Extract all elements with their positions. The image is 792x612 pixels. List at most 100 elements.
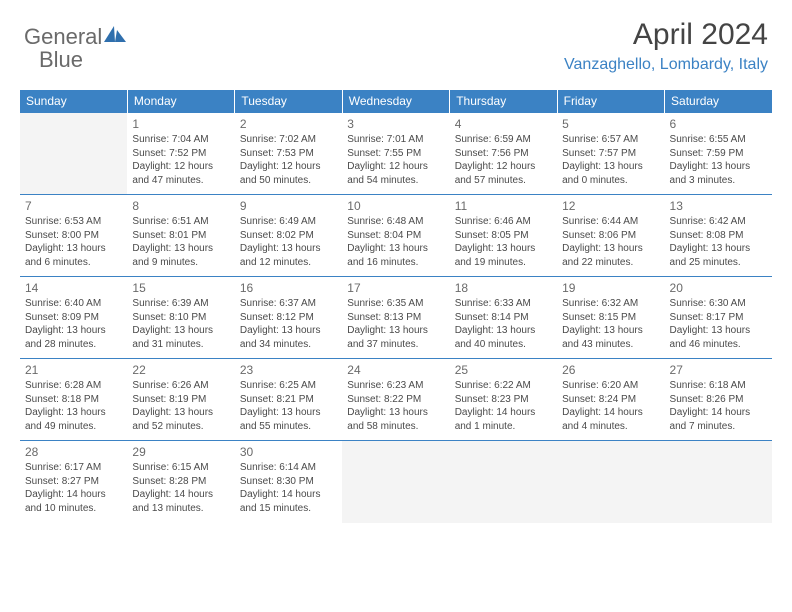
sunset-text: Sunset: 8:30 PM: [240, 475, 337, 489]
day-number: 6: [670, 116, 767, 132]
daylight1-text: Daylight: 13 hours: [455, 242, 552, 256]
day-number: 9: [240, 198, 337, 214]
daylight1-text: Daylight: 13 hours: [670, 160, 767, 174]
day-number: 27: [670, 362, 767, 378]
calendar-cell: 27Sunrise: 6:18 AMSunset: 8:26 PMDayligh…: [665, 359, 772, 441]
day-number: 18: [455, 280, 552, 296]
sunrise-text: Sunrise: 6:15 AM: [132, 461, 229, 475]
daylight1-text: Daylight: 13 hours: [240, 242, 337, 256]
day-number: 16: [240, 280, 337, 296]
calendar-row: 21Sunrise: 6:28 AMSunset: 8:18 PMDayligh…: [20, 359, 772, 441]
daylight2-text: and 3 minutes.: [670, 174, 767, 188]
calendar-body: 1Sunrise: 7:04 AMSunset: 7:52 PMDaylight…: [20, 113, 772, 523]
calendar-row: 28Sunrise: 6:17 AMSunset: 8:27 PMDayligh…: [20, 441, 772, 523]
daylight1-text: Daylight: 13 hours: [670, 242, 767, 256]
sunset-text: Sunset: 8:01 PM: [132, 229, 229, 243]
calendar-cell: 29Sunrise: 6:15 AMSunset: 8:28 PMDayligh…: [127, 441, 234, 523]
day-number: 15: [132, 280, 229, 296]
calendar-cell: 24Sunrise: 6:23 AMSunset: 8:22 PMDayligh…: [342, 359, 449, 441]
daylight1-text: Daylight: 13 hours: [132, 242, 229, 256]
daylight2-text: and 40 minutes.: [455, 338, 552, 352]
sunrise-text: Sunrise: 6:20 AM: [562, 379, 659, 393]
sunset-text: Sunset: 8:12 PM: [240, 311, 337, 325]
daylight2-text: and 9 minutes.: [132, 256, 229, 270]
day-number: 23: [240, 362, 337, 378]
sunrise-text: Sunrise: 7:02 AM: [240, 133, 337, 147]
daylight1-text: Daylight: 14 hours: [562, 406, 659, 420]
calendar-cell: 19Sunrise: 6:32 AMSunset: 8:15 PMDayligh…: [557, 277, 664, 359]
calendar-cell: 12Sunrise: 6:44 AMSunset: 8:06 PMDayligh…: [557, 195, 664, 277]
daylight2-text: and 1 minute.: [455, 420, 552, 434]
daylight1-text: Daylight: 13 hours: [562, 242, 659, 256]
calendar-cell: 16Sunrise: 6:37 AMSunset: 8:12 PMDayligh…: [235, 277, 342, 359]
daylight1-text: Daylight: 12 hours: [240, 160, 337, 174]
daylight2-text: and 10 minutes.: [25, 502, 122, 516]
daylight1-text: Daylight: 14 hours: [132, 488, 229, 502]
daylight2-text: and 0 minutes.: [562, 174, 659, 188]
daylight2-text: and 50 minutes.: [240, 174, 337, 188]
calendar-cell: [450, 441, 557, 523]
sunset-text: Sunset: 8:00 PM: [25, 229, 122, 243]
day-number: 3: [347, 116, 444, 132]
sunset-text: Sunset: 8:23 PM: [455, 393, 552, 407]
calendar-cell: 5Sunrise: 6:57 AMSunset: 7:57 PMDaylight…: [557, 113, 664, 195]
sunrise-text: Sunrise: 6:28 AM: [25, 379, 122, 393]
day-number: 24: [347, 362, 444, 378]
weekday-header: Sunday: [20, 90, 127, 113]
calendar-row: 14Sunrise: 6:40 AMSunset: 8:09 PMDayligh…: [20, 277, 772, 359]
calendar-cell: 10Sunrise: 6:48 AMSunset: 8:04 PMDayligh…: [342, 195, 449, 277]
daylight1-text: Daylight: 13 hours: [347, 324, 444, 338]
daylight2-text: and 16 minutes.: [347, 256, 444, 270]
calendar-cell: 8Sunrise: 6:51 AMSunset: 8:01 PMDaylight…: [127, 195, 234, 277]
sunrise-text: Sunrise: 6:37 AM: [240, 297, 337, 311]
calendar-cell: 11Sunrise: 6:46 AMSunset: 8:05 PMDayligh…: [450, 195, 557, 277]
daylight2-text: and 43 minutes.: [562, 338, 659, 352]
sunset-text: Sunset: 8:24 PM: [562, 393, 659, 407]
sunrise-text: Sunrise: 6:48 AM: [347, 215, 444, 229]
daylight1-text: Daylight: 13 hours: [25, 406, 122, 420]
sunset-text: Sunset: 8:15 PM: [562, 311, 659, 325]
daylight1-text: Daylight: 12 hours: [455, 160, 552, 174]
logo-secondary-text: Blue: [39, 47, 83, 72]
daylight2-text: and 12 minutes.: [240, 256, 337, 270]
daylight2-text: and 22 minutes.: [562, 256, 659, 270]
sunrise-text: Sunrise: 7:04 AM: [132, 133, 229, 147]
calendar-row: 7Sunrise: 6:53 AMSunset: 8:00 PMDaylight…: [20, 195, 772, 277]
calendar-cell: 22Sunrise: 6:26 AMSunset: 8:19 PMDayligh…: [127, 359, 234, 441]
sunrise-text: Sunrise: 6:59 AM: [455, 133, 552, 147]
calendar-cell: 23Sunrise: 6:25 AMSunset: 8:21 PMDayligh…: [235, 359, 342, 441]
calendar-cell: 30Sunrise: 6:14 AMSunset: 8:30 PMDayligh…: [235, 441, 342, 523]
sunset-text: Sunset: 8:08 PM: [670, 229, 767, 243]
daylight2-text: and 47 minutes.: [132, 174, 229, 188]
daylight1-text: Daylight: 13 hours: [562, 160, 659, 174]
calendar-cell: 15Sunrise: 6:39 AMSunset: 8:10 PMDayligh…: [127, 277, 234, 359]
daylight1-text: Daylight: 13 hours: [347, 406, 444, 420]
day-number: 1: [132, 116, 229, 132]
logo-secondary-wrap: Blue: [39, 47, 83, 73]
sunset-text: Sunset: 7:55 PM: [347, 147, 444, 161]
daylight1-text: Daylight: 13 hours: [25, 242, 122, 256]
calendar-cell: 21Sunrise: 6:28 AMSunset: 8:18 PMDayligh…: [20, 359, 127, 441]
daylight2-text: and 57 minutes.: [455, 174, 552, 188]
calendar-table: SundayMondayTuesdayWednesdayThursdayFrid…: [20, 90, 772, 523]
daylight1-text: Daylight: 13 hours: [25, 324, 122, 338]
sunset-text: Sunset: 8:04 PM: [347, 229, 444, 243]
sunset-text: Sunset: 7:56 PM: [455, 147, 552, 161]
sunrise-text: Sunrise: 6:17 AM: [25, 461, 122, 475]
calendar-cell: [20, 113, 127, 195]
sunrise-text: Sunrise: 6:30 AM: [670, 297, 767, 311]
calendar-cell: 25Sunrise: 6:22 AMSunset: 8:23 PMDayligh…: [450, 359, 557, 441]
daylight2-text: and 4 minutes.: [562, 420, 659, 434]
day-number: 7: [25, 198, 122, 214]
calendar-cell: [557, 441, 664, 523]
calendar-cell: 9Sunrise: 6:49 AMSunset: 8:02 PMDaylight…: [235, 195, 342, 277]
day-number: 11: [455, 198, 552, 214]
daylight2-text: and 58 minutes.: [347, 420, 444, 434]
daylight2-text: and 31 minutes.: [132, 338, 229, 352]
daylight1-text: Daylight: 13 hours: [670, 324, 767, 338]
calendar-cell: 1Sunrise: 7:04 AMSunset: 7:52 PMDaylight…: [127, 113, 234, 195]
triangle-icon: [104, 26, 126, 49]
daylight2-text: and 46 minutes.: [670, 338, 767, 352]
calendar-cell: 20Sunrise: 6:30 AMSunset: 8:17 PMDayligh…: [665, 277, 772, 359]
sunset-text: Sunset: 8:26 PM: [670, 393, 767, 407]
